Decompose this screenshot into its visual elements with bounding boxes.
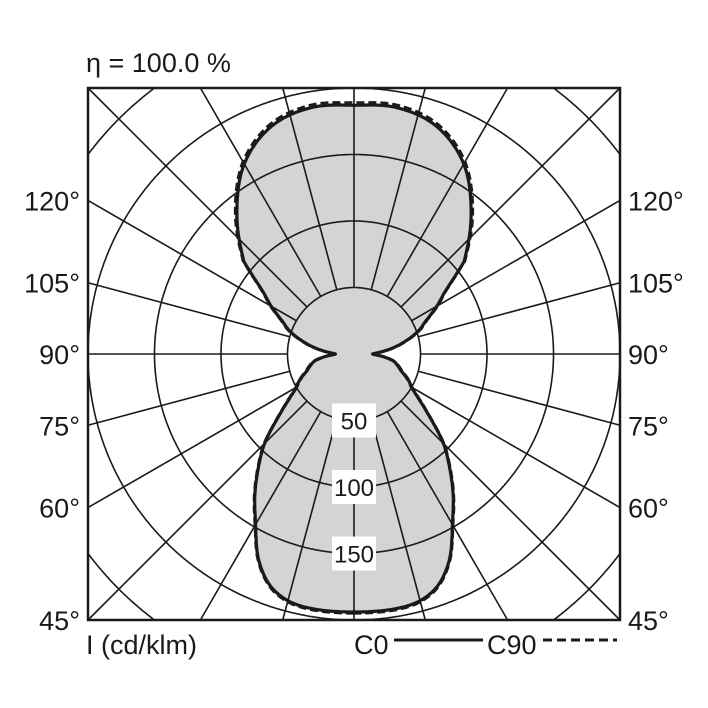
angle-label-right: 90° bbox=[628, 340, 669, 370]
angle-label-right: 75° bbox=[628, 411, 669, 441]
grid-radial-165 bbox=[370, 87, 427, 290]
angle-label-left: 75° bbox=[39, 411, 80, 441]
angle-label-left: 90° bbox=[39, 340, 80, 370]
angle-label-right: 105° bbox=[628, 269, 684, 299]
grid-radial-195 bbox=[281, 87, 338, 290]
distribution-fill bbox=[236, 105, 472, 612]
grid-radial-240 bbox=[87, 199, 297, 322]
distribution-curves bbox=[233, 101, 475, 615]
grid-radial-225 bbox=[87, 87, 308, 308]
c0-fill-area bbox=[236, 105, 472, 612]
curve-c90 bbox=[233, 101, 475, 615]
angle-label-left: 120° bbox=[24, 186, 80, 216]
grid-radial-75 bbox=[418, 370, 621, 427]
grid-radial-315 bbox=[87, 400, 308, 621]
angle-label-left: 45° bbox=[39, 606, 80, 636]
unit-label: I (cd/klm) bbox=[86, 630, 197, 660]
grid-radial-30 bbox=[386, 411, 509, 621]
radial-tick-label: 50 bbox=[341, 409, 368, 436]
grid-radial-300 bbox=[87, 386, 297, 509]
legend: C0 C90 bbox=[354, 630, 617, 660]
angle-label-left: 105° bbox=[24, 269, 80, 299]
grid-radial-330 bbox=[199, 411, 322, 621]
grid-radial-120 bbox=[411, 199, 621, 322]
grid-radial-255 bbox=[87, 281, 290, 338]
grid-radial-150 bbox=[386, 87, 509, 297]
plot-frame bbox=[86, 86, 622, 622]
tick-label-bg bbox=[332, 403, 376, 438]
efficiency-label: η = 100.0 % bbox=[86, 48, 231, 78]
angle-label-right: 120° bbox=[628, 186, 684, 216]
grid-radial-345 bbox=[281, 418, 338, 621]
angle-label-right: 60° bbox=[628, 494, 669, 524]
radial-tick-label: 100 bbox=[334, 475, 374, 502]
angle-labels: 120° 120° 105° 105° 90° 90° 75° 75° 60° 60° 45° 45° bbox=[24, 186, 684, 636]
tick-label-bg bbox=[332, 470, 376, 504]
angle-label-right: 45° bbox=[628, 606, 669, 636]
grid-radial-135 bbox=[400, 87, 621, 308]
grid-radial-285 bbox=[87, 370, 290, 427]
radial-tick-label: 150 bbox=[334, 542, 374, 569]
grid-radial-105 bbox=[418, 281, 621, 338]
grid-radial-15 bbox=[370, 418, 427, 621]
grid-radial-45 bbox=[400, 400, 621, 621]
radial-tick-labels: 50 100 150 bbox=[332, 403, 376, 571]
grid-radial-60 bbox=[411, 386, 621, 509]
legend-c0-label: C0 bbox=[354, 630, 389, 660]
legend-c90-label: C90 bbox=[487, 630, 537, 660]
grid-radial-210 bbox=[199, 87, 322, 297]
angle-label-left: 60° bbox=[39, 494, 80, 524]
tick-label-bg bbox=[332, 536, 376, 571]
